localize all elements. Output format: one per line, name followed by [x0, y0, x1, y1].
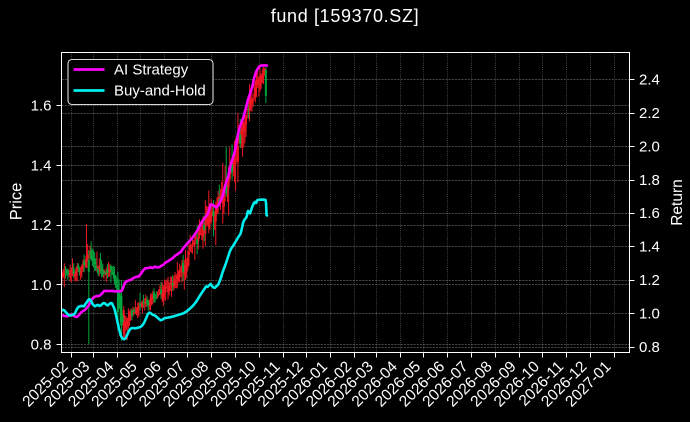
svg-text:1.4: 1.4 [31, 157, 52, 174]
svg-text:fund [159370.SZ]: fund [159370.SZ] [271, 6, 420, 26]
svg-text:1.8: 1.8 [639, 172, 660, 189]
svg-text:1.6: 1.6 [31, 98, 52, 115]
svg-text:0.8: 0.8 [31, 337, 52, 354]
svg-text:2.0: 2.0 [639, 138, 660, 155]
svg-text:1.2: 1.2 [31, 217, 52, 234]
svg-text:1.0: 1.0 [639, 306, 660, 323]
svg-text:1.4: 1.4 [639, 239, 660, 256]
svg-text:2.4: 2.4 [639, 72, 660, 89]
svg-text:1.0: 1.0 [31, 277, 52, 294]
svg-text:Buy-and-Hold: Buy-and-Hold [114, 82, 206, 99]
svg-text:2.2: 2.2 [639, 105, 660, 122]
svg-text:1.2: 1.2 [639, 272, 660, 289]
svg-text:0.8: 0.8 [639, 339, 660, 356]
svg-text:Return: Return [669, 179, 686, 226]
svg-text:Price: Price [7, 183, 25, 221]
svg-text:AI Strategy: AI Strategy [114, 61, 189, 78]
svg-text:1.6: 1.6 [639, 205, 660, 222]
